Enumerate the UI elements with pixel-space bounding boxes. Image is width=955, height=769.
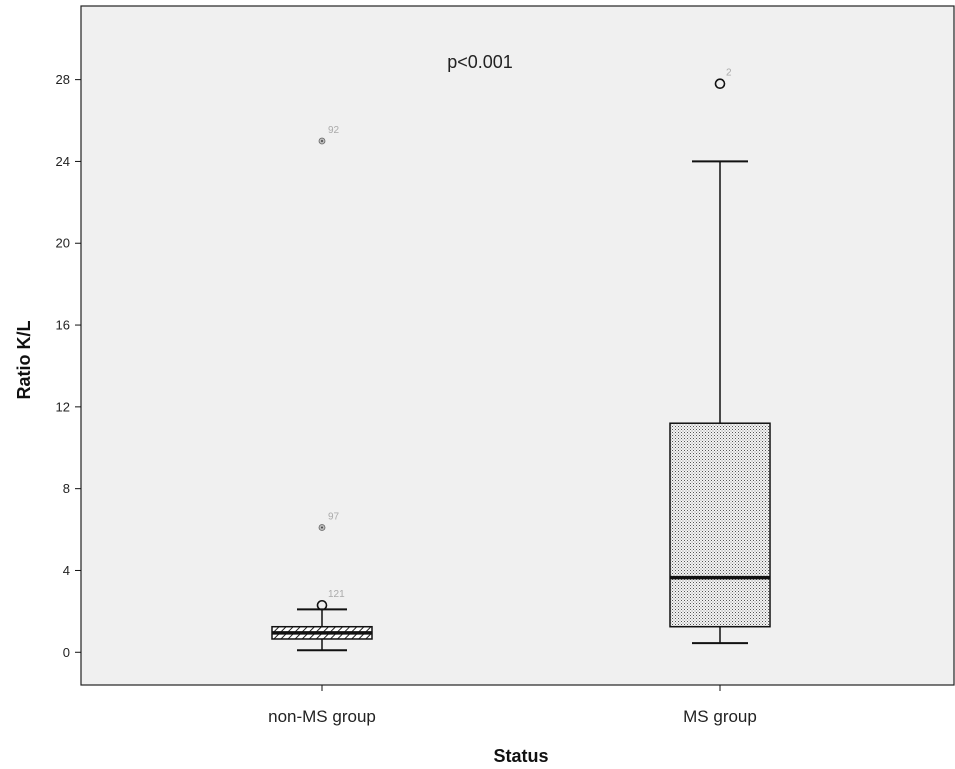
x-tick-label: non-MS group — [268, 707, 376, 726]
y-tick-label: 4 — [63, 563, 70, 578]
iqr-box — [669, 422, 771, 628]
boxes-layer: 121 97 92 2 — [271, 68, 771, 652]
x-axis-title: Status — [493, 746, 548, 766]
y-tick-label: 28 — [56, 72, 70, 87]
outlier-marker — [316, 599, 328, 611]
y-tick-label: 0 — [63, 645, 70, 660]
box-2: 2 — [669, 68, 771, 645]
box-1: 121 97 92 — [271, 125, 373, 652]
y-tick-label: 24 — [56, 154, 70, 169]
outlier-label: 92 — [328, 125, 340, 136]
extreme-outlier-center — [321, 139, 323, 142]
y-axis-title: Ratio K/L — [14, 320, 34, 399]
outlier-label: 2 — [726, 68, 732, 79]
y-axis: 0 4 8 12 16 20 24 28 — [56, 72, 81, 660]
plot-area — [80, 5, 955, 686]
x-tick-label: MS group — [683, 707, 757, 726]
outlier-label: 97 — [328, 512, 340, 523]
extreme-outlier-center — [321, 526, 323, 529]
x-axis: non-MS group MS group — [268, 685, 757, 726]
outlier-marker — [714, 78, 726, 90]
p-value-annotation: p<0.001 — [447, 52, 513, 72]
y-tick-label: 20 — [56, 236, 70, 251]
y-tick-label: 16 — [56, 318, 70, 333]
y-tick-label: 8 — [63, 481, 70, 496]
outlier-label: 121 — [328, 589, 345, 600]
y-tick-label: 12 — [56, 399, 70, 414]
